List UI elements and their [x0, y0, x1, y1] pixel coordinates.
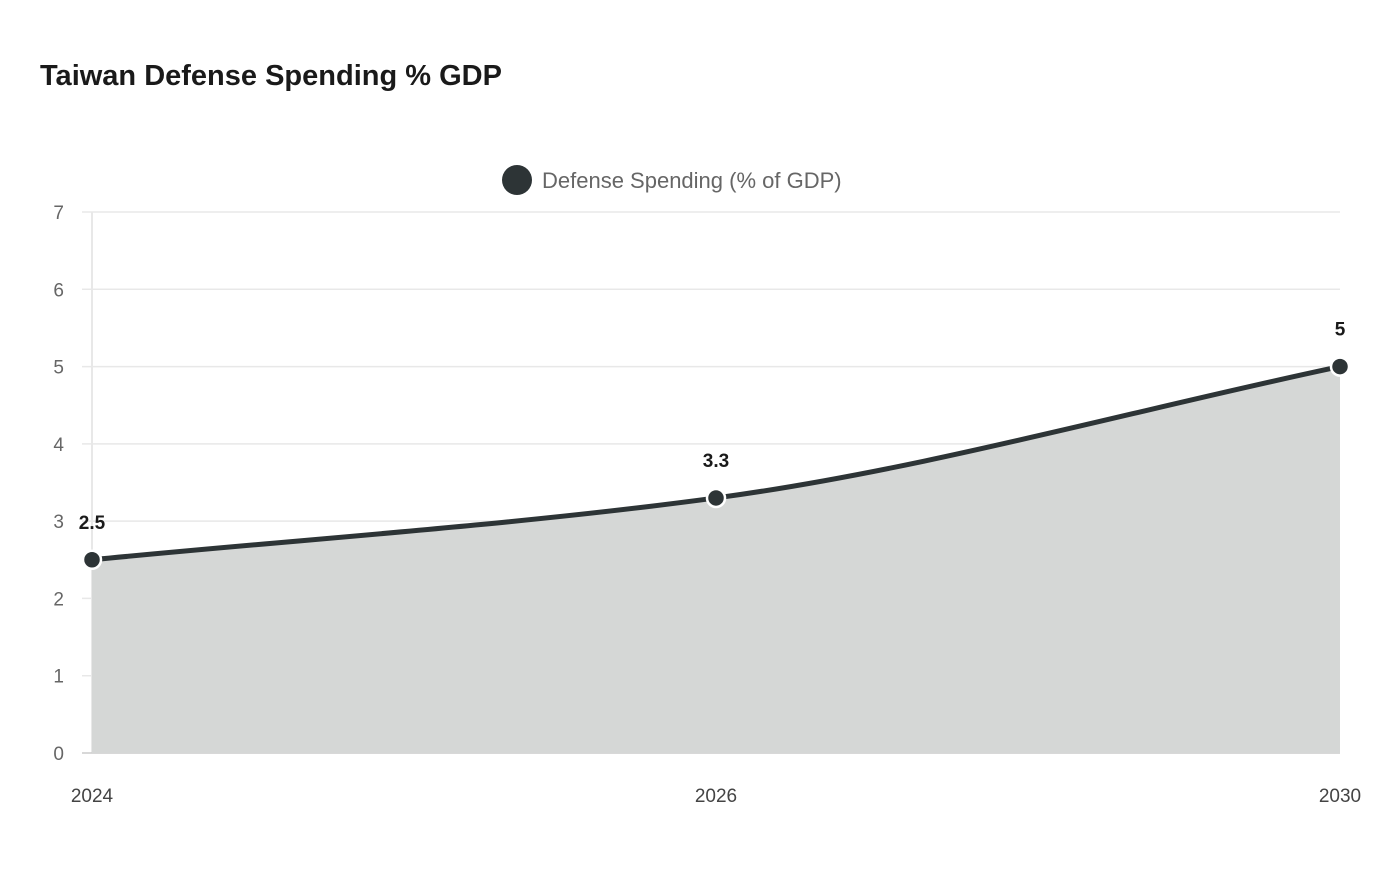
x-axis: 2024 2026 2030	[71, 786, 1361, 807]
x-tick-label: 2026	[695, 786, 737, 807]
legend-marker-icon	[502, 165, 532, 195]
data-points: 2.5 3.3 5	[79, 320, 1351, 571]
data-point	[81, 549, 103, 571]
legend-label[interactable]: Defense Spending (% of GDP)	[542, 168, 842, 193]
chart-title: Taiwan Defense Spending % GDP	[40, 60, 502, 92]
y-tick-label: 6	[53, 280, 64, 301]
data-label: 2.5	[79, 513, 106, 534]
y-axis: 0 1 2 3 4 5 6 7	[53, 203, 64, 765]
legend[interactable]: Defense Spending (% of GDP)	[502, 165, 842, 195]
y-tick-label: 1	[53, 667, 64, 688]
data-label: 3.3	[703, 451, 729, 472]
x-tick-label: 2024	[71, 786, 114, 807]
data-point	[705, 487, 727, 509]
y-tick-label: 0	[53, 744, 64, 765]
data-label: 5	[1335, 320, 1346, 341]
y-tick-label: 5	[53, 358, 64, 379]
y-tick-label: 3	[53, 512, 64, 533]
series-area	[92, 366, 1340, 753]
y-tick-label: 7	[53, 203, 64, 224]
y-tick-label: 2	[53, 589, 64, 610]
x-tick-label: 2030	[1319, 786, 1361, 807]
data-point	[1329, 356, 1351, 377]
y-tick-label: 4	[53, 435, 64, 456]
